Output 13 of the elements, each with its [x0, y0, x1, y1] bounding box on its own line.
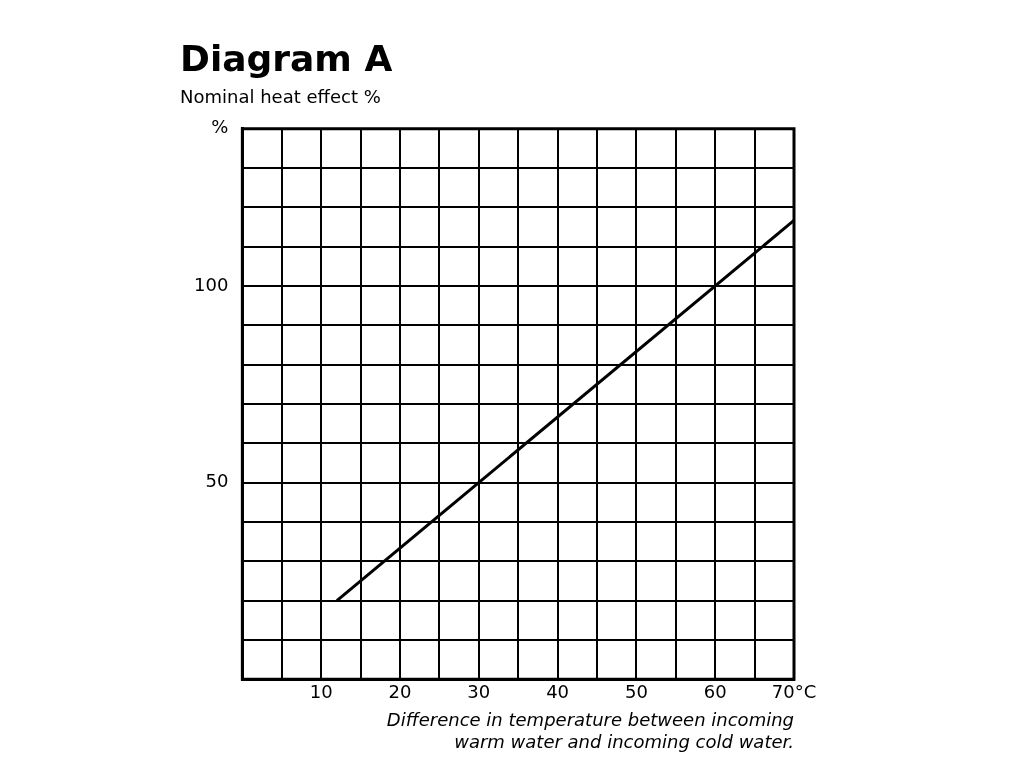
x-axis-title: Difference in temperature between incoming warm water and incoming cold water.: [386, 709, 794, 752]
x-tick-label: 70°C: [771, 680, 817, 702]
chart-title: Diagram A: [180, 37, 393, 79]
x-tick-label: 50: [624, 680, 648, 702]
x-tick-label: 40: [546, 680, 570, 702]
y-tick-label: 50: [205, 470, 229, 492]
y-tick-label: %: [211, 116, 229, 138]
x-tick-label: 60: [703, 680, 727, 702]
x-tick-label: 20: [388, 680, 412, 702]
y-tick-label: 100: [194, 273, 229, 295]
x-tick-label: 30: [467, 680, 491, 702]
x-tick-label: 10: [309, 680, 333, 702]
chart-subtitle: Nominal heat effect %: [180, 85, 381, 107]
